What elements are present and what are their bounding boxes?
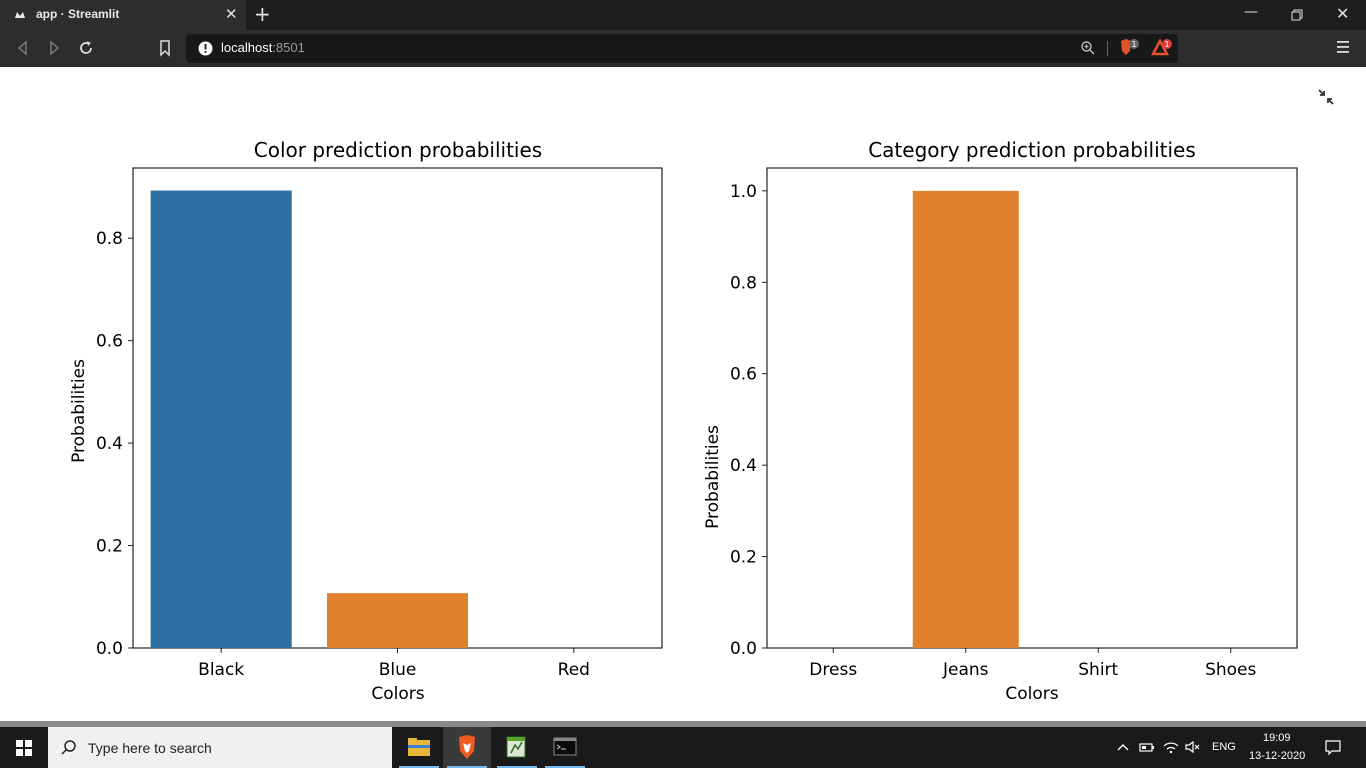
address-bar[interactable]: localhost:8501 1 1	[186, 34, 1178, 63]
y-tick-label: 0.2	[730, 548, 757, 568]
horizontal-scrollbar[interactable]	[0, 721, 1366, 727]
x-tick-label: Shoes	[1205, 660, 1256, 680]
clock-date[interactable]: 13-12-2020	[1249, 750, 1306, 762]
category-chart-xlabel: Colors	[1005, 684, 1058, 704]
category-chart-ylabel: Probabilities	[703, 425, 723, 529]
color-chart-x-axis: Black Blue Red	[198, 648, 590, 680]
tab-close-icon[interactable]: ✕	[225, 5, 238, 23]
y-tick-label: 0.0	[96, 639, 123, 659]
x-tick-label: Black	[198, 660, 244, 680]
close-window-icon[interactable]: ✕	[1336, 4, 1350, 23]
app-running-indicator	[545, 766, 585, 768]
terminal-icon	[553, 737, 577, 756]
category-chart-frame	[766, 167, 1298, 649]
y-tick-label: 0.8	[96, 229, 123, 249]
tab-title: app · Streamlit	[36, 7, 120, 21]
show-hidden-icons-icon[interactable]	[1114, 739, 1132, 755]
x-tick-label: Shirt	[1078, 660, 1118, 680]
url-text: localhost:8501	[221, 40, 305, 55]
charts-figure: Color prediction probabilities 0.0 0.2 0.4…	[69, 138, 1298, 704]
exit-fullscreen-icon[interactable]	[1316, 87, 1336, 107]
rewards-badge: 1	[1164, 40, 1169, 49]
minimize-icon[interactable]: —	[1244, 4, 1258, 20]
brave-rewards-icon[interactable]: 1	[1150, 37, 1176, 59]
y-tick-label: 0.4	[730, 456, 757, 476]
search-placeholder: Type here to search	[88, 740, 212, 756]
bar-jeans	[912, 190, 1019, 648]
color-chart: Color prediction probabilities 0.0 0.2 0.4…	[69, 138, 663, 704]
back-icon[interactable]	[14, 39, 32, 57]
notifications-icon[interactable]	[1324, 739, 1342, 755]
streamlit-page: Color prediction probabilities 0.0 0.2 0.4…	[0, 67, 1366, 721]
app-running-indicator	[447, 766, 487, 768]
category-chart: Category prediction probabilities 0.0 0.2…	[703, 138, 1298, 704]
bar-black	[150, 190, 292, 648]
shield-badge: 1	[1131, 40, 1136, 49]
category-chart-x-axis: Dress Jeans Shirt Shoes	[809, 648, 1257, 680]
y-tick-label: 0.8	[730, 273, 757, 293]
taskbar-search-box[interactable]: Type here to search	[48, 727, 392, 768]
folder-icon	[408, 738, 430, 756]
category-chart-y-axis: 0.0 0.2 0.4 0.6 0.8 1.0	[730, 182, 767, 659]
restore-icon[interactable]	[1291, 9, 1303, 21]
brave-browser-app[interactable]	[443, 727, 491, 768]
y-tick-label: 0.6	[730, 365, 757, 385]
wifi-icon[interactable]	[1162, 739, 1180, 755]
browser-toolbar: localhost:8501 1 1	[0, 30, 1366, 67]
file-explorer-app[interactable]	[395, 727, 443, 768]
color-chart-bars	[150, 190, 469, 648]
bar-blue	[326, 593, 469, 648]
category-chart-bars	[912, 190, 1019, 648]
browser-tab-bar: app · Streamlit ✕ + — ✕	[0, 0, 1366, 30]
x-tick-label: Dress	[809, 660, 857, 680]
y-tick-label: 0.4	[96, 434, 123, 454]
forward-icon[interactable]	[45, 39, 63, 57]
terminal-app[interactable]	[541, 727, 589, 768]
search-icon	[61, 740, 76, 755]
clock-time[interactable]: 19:09	[1263, 732, 1291, 744]
x-tick-label: Jeans	[942, 660, 989, 680]
color-chart-y-axis: 0.0 0.2 0.4 0.6 0.8	[96, 229, 133, 659]
bookmark-icon[interactable]	[158, 39, 172, 57]
new-tab-button[interactable]: +	[254, 2, 271, 26]
battery-icon[interactable]	[1138, 739, 1156, 755]
reload-icon[interactable]	[77, 39, 95, 57]
windows-start-icon[interactable]	[0, 727, 48, 768]
color-chart-title: Color prediction probabilities	[254, 138, 542, 162]
y-tick-label: 0.2	[96, 537, 123, 557]
menu-icon[interactable]	[1336, 40, 1350, 54]
y-tick-label: 0.0	[730, 639, 757, 659]
category-chart-title: Category prediction probabilities	[868, 138, 1196, 162]
editor-icon	[506, 736, 526, 758]
x-tick-label: Blue	[379, 660, 417, 680]
brave-lion-icon	[459, 735, 475, 759]
color-chart-ylabel: Probabilities	[69, 359, 89, 463]
y-tick-label: 0.6	[96, 332, 123, 352]
streamlit-logo-icon	[15, 12, 25, 18]
windows-taskbar: Type here to search	[0, 727, 1366, 768]
brave-shield-icon[interactable]: 1	[1118, 37, 1144, 59]
language-indicator[interactable]: ENG	[1212, 741, 1236, 753]
volume-muted-icon[interactable]	[1184, 739, 1202, 755]
url-divider	[1107, 41, 1108, 56]
app-running-indicator	[497, 766, 537, 768]
zoom-icon[interactable]	[1080, 40, 1096, 56]
color-chart-xlabel: Colors	[371, 684, 424, 704]
notepad-app[interactable]	[493, 727, 541, 768]
site-info-icon[interactable]	[198, 41, 213, 56]
browser-tab[interactable]: app · Streamlit ✕	[0, 0, 246, 30]
y-tick-label: 1.0	[730, 182, 757, 202]
x-tick-label: Red	[558, 660, 590, 680]
app-running-indicator	[399, 766, 439, 768]
